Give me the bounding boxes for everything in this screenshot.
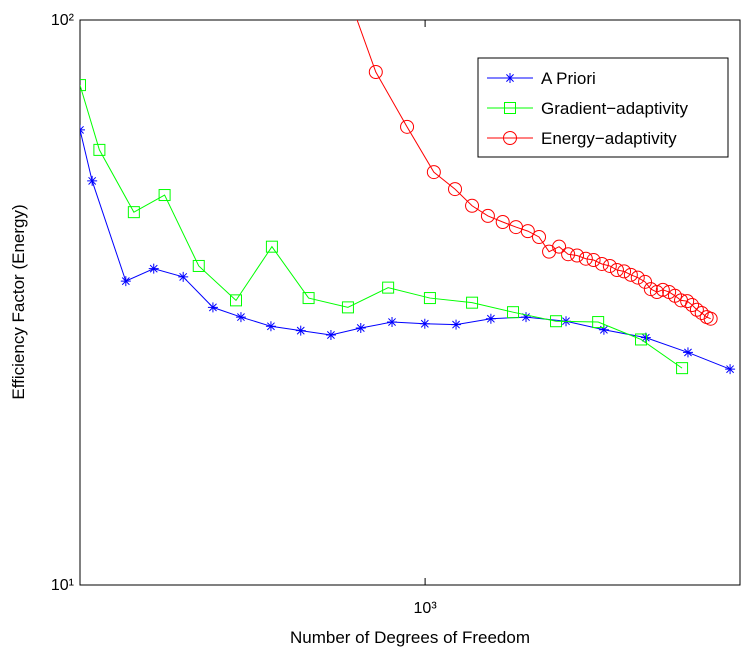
marker — [676, 362, 689, 375]
marker — [725, 364, 736, 375]
marker — [302, 292, 315, 305]
marker — [685, 298, 700, 313]
marker — [592, 316, 605, 329]
marker — [680, 294, 695, 309]
legend-label: A Priori — [541, 69, 596, 88]
marker — [207, 302, 218, 313]
marker — [158, 189, 171, 202]
y-axis-label: Efficiency Factor (Energy) — [9, 204, 28, 399]
marker — [93, 143, 106, 156]
y-tick-label: 10¹ — [51, 577, 74, 594]
marker — [419, 318, 430, 329]
marker — [451, 319, 462, 330]
marker — [448, 182, 463, 197]
marker — [649, 285, 664, 300]
x-axis-label: Number of Degrees of Freedom — [290, 628, 530, 647]
marker — [630, 270, 645, 285]
marker — [521, 312, 532, 323]
marker — [505, 73, 515, 83]
marker — [552, 239, 567, 254]
marker — [550, 315, 563, 328]
legend-label: Gradient−adaptivity — [541, 99, 688, 118]
series-line — [356, 20, 711, 320]
marker — [635, 333, 648, 346]
marker — [325, 329, 336, 340]
marker — [586, 253, 601, 268]
marker — [120, 276, 131, 287]
marker — [504, 102, 516, 114]
marker — [655, 282, 670, 297]
marker — [561, 247, 576, 262]
marker — [640, 332, 651, 343]
marker — [355, 323, 366, 334]
marker — [423, 292, 436, 305]
marker — [265, 240, 278, 253]
marker — [342, 0, 355, 3]
y-tick-label: 10² — [51, 12, 75, 29]
plot-content — [80, 0, 736, 375]
marker — [465, 198, 480, 213]
marker — [495, 215, 510, 230]
marker — [617, 264, 632, 279]
marker — [87, 175, 98, 186]
marker — [178, 271, 189, 282]
marker — [387, 317, 398, 328]
marker — [503, 131, 517, 145]
marker — [609, 263, 624, 278]
marker — [400, 119, 415, 134]
marker — [507, 306, 520, 319]
marker — [426, 165, 441, 180]
marker — [485, 313, 496, 324]
marker — [594, 256, 609, 271]
marker — [192, 259, 205, 272]
marker — [703, 311, 718, 326]
marker — [295, 325, 306, 336]
marker — [265, 321, 276, 332]
marker — [235, 312, 246, 323]
marker — [127, 206, 140, 219]
marker — [230, 294, 243, 307]
marker — [682, 347, 693, 358]
marker — [520, 224, 535, 239]
marker — [643, 282, 658, 297]
marker — [480, 208, 495, 223]
series-line — [80, 84, 683, 369]
x-tick-label: 10³ — [414, 600, 438, 617]
marker — [602, 258, 617, 273]
marker — [80, 124, 85, 135]
marker — [638, 274, 653, 289]
marker — [689, 302, 704, 317]
marker — [80, 79, 86, 92]
marker — [341, 301, 354, 314]
marker — [466, 296, 479, 309]
marker — [532, 229, 547, 244]
legend-label: Energy−adaptivity — [541, 129, 677, 148]
marker — [368, 65, 383, 80]
marker — [598, 324, 609, 335]
marker — [623, 267, 638, 282]
marker — [578, 251, 593, 266]
marker — [570, 248, 585, 263]
marker — [148, 263, 159, 274]
marker — [382, 281, 395, 294]
